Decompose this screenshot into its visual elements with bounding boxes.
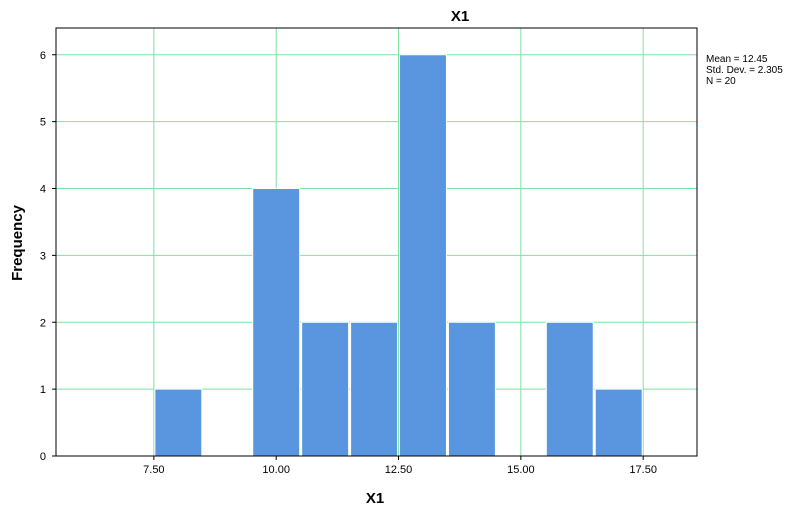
- y-axis-title: Frequency: [9, 204, 26, 281]
- histogram-bar: [545, 321, 594, 457]
- bars: [154, 54, 643, 457]
- histogram-bar: [301, 321, 350, 457]
- x-tick-label: 15.00: [507, 464, 535, 476]
- histogram-bar: [154, 388, 203, 457]
- x-axis-title: X1: [366, 490, 384, 507]
- grid-lines: [56, 28, 697, 456]
- n-stat: N = 20: [706, 76, 736, 87]
- y-tick-label: 4: [40, 184, 46, 196]
- y-tick-label: 3: [40, 250, 46, 262]
- std-dev-stat: Std. Dev. = 2.305: [706, 65, 783, 76]
- y-tick-label: 5: [40, 117, 46, 129]
- plot-frame: [55, 27, 698, 457]
- statistics-legend: Mean = 12.45 Std. Dev. = 2.305 N = 20: [706, 54, 783, 87]
- x-tick-label: 10.00: [262, 464, 290, 476]
- x-axis-ticks: 7.50 10.00 12.50 15.00 17.50: [143, 456, 657, 476]
- histogram-bar: [399, 54, 447, 457]
- histogram-bar: [350, 321, 399, 457]
- y-tick-label: 0: [40, 451, 46, 463]
- chart-title: X1: [451, 8, 469, 25]
- x-tick-label: 17.50: [629, 464, 657, 476]
- y-tick-label: 2: [40, 317, 46, 329]
- histogram-bar: [594, 388, 643, 457]
- histogram-bar: [252, 188, 301, 457]
- y-tick-label: 1: [40, 384, 46, 396]
- y-tick-label: 6: [40, 50, 46, 62]
- x-tick-label: 7.50: [143, 464, 164, 476]
- y-axis-ticks: 0 1 2 3 4 5 6: [40, 50, 56, 463]
- mean-stat: Mean = 12.45: [706, 54, 768, 65]
- histogram-bar: [447, 321, 496, 457]
- x-tick-label: 12.50: [385, 464, 413, 476]
